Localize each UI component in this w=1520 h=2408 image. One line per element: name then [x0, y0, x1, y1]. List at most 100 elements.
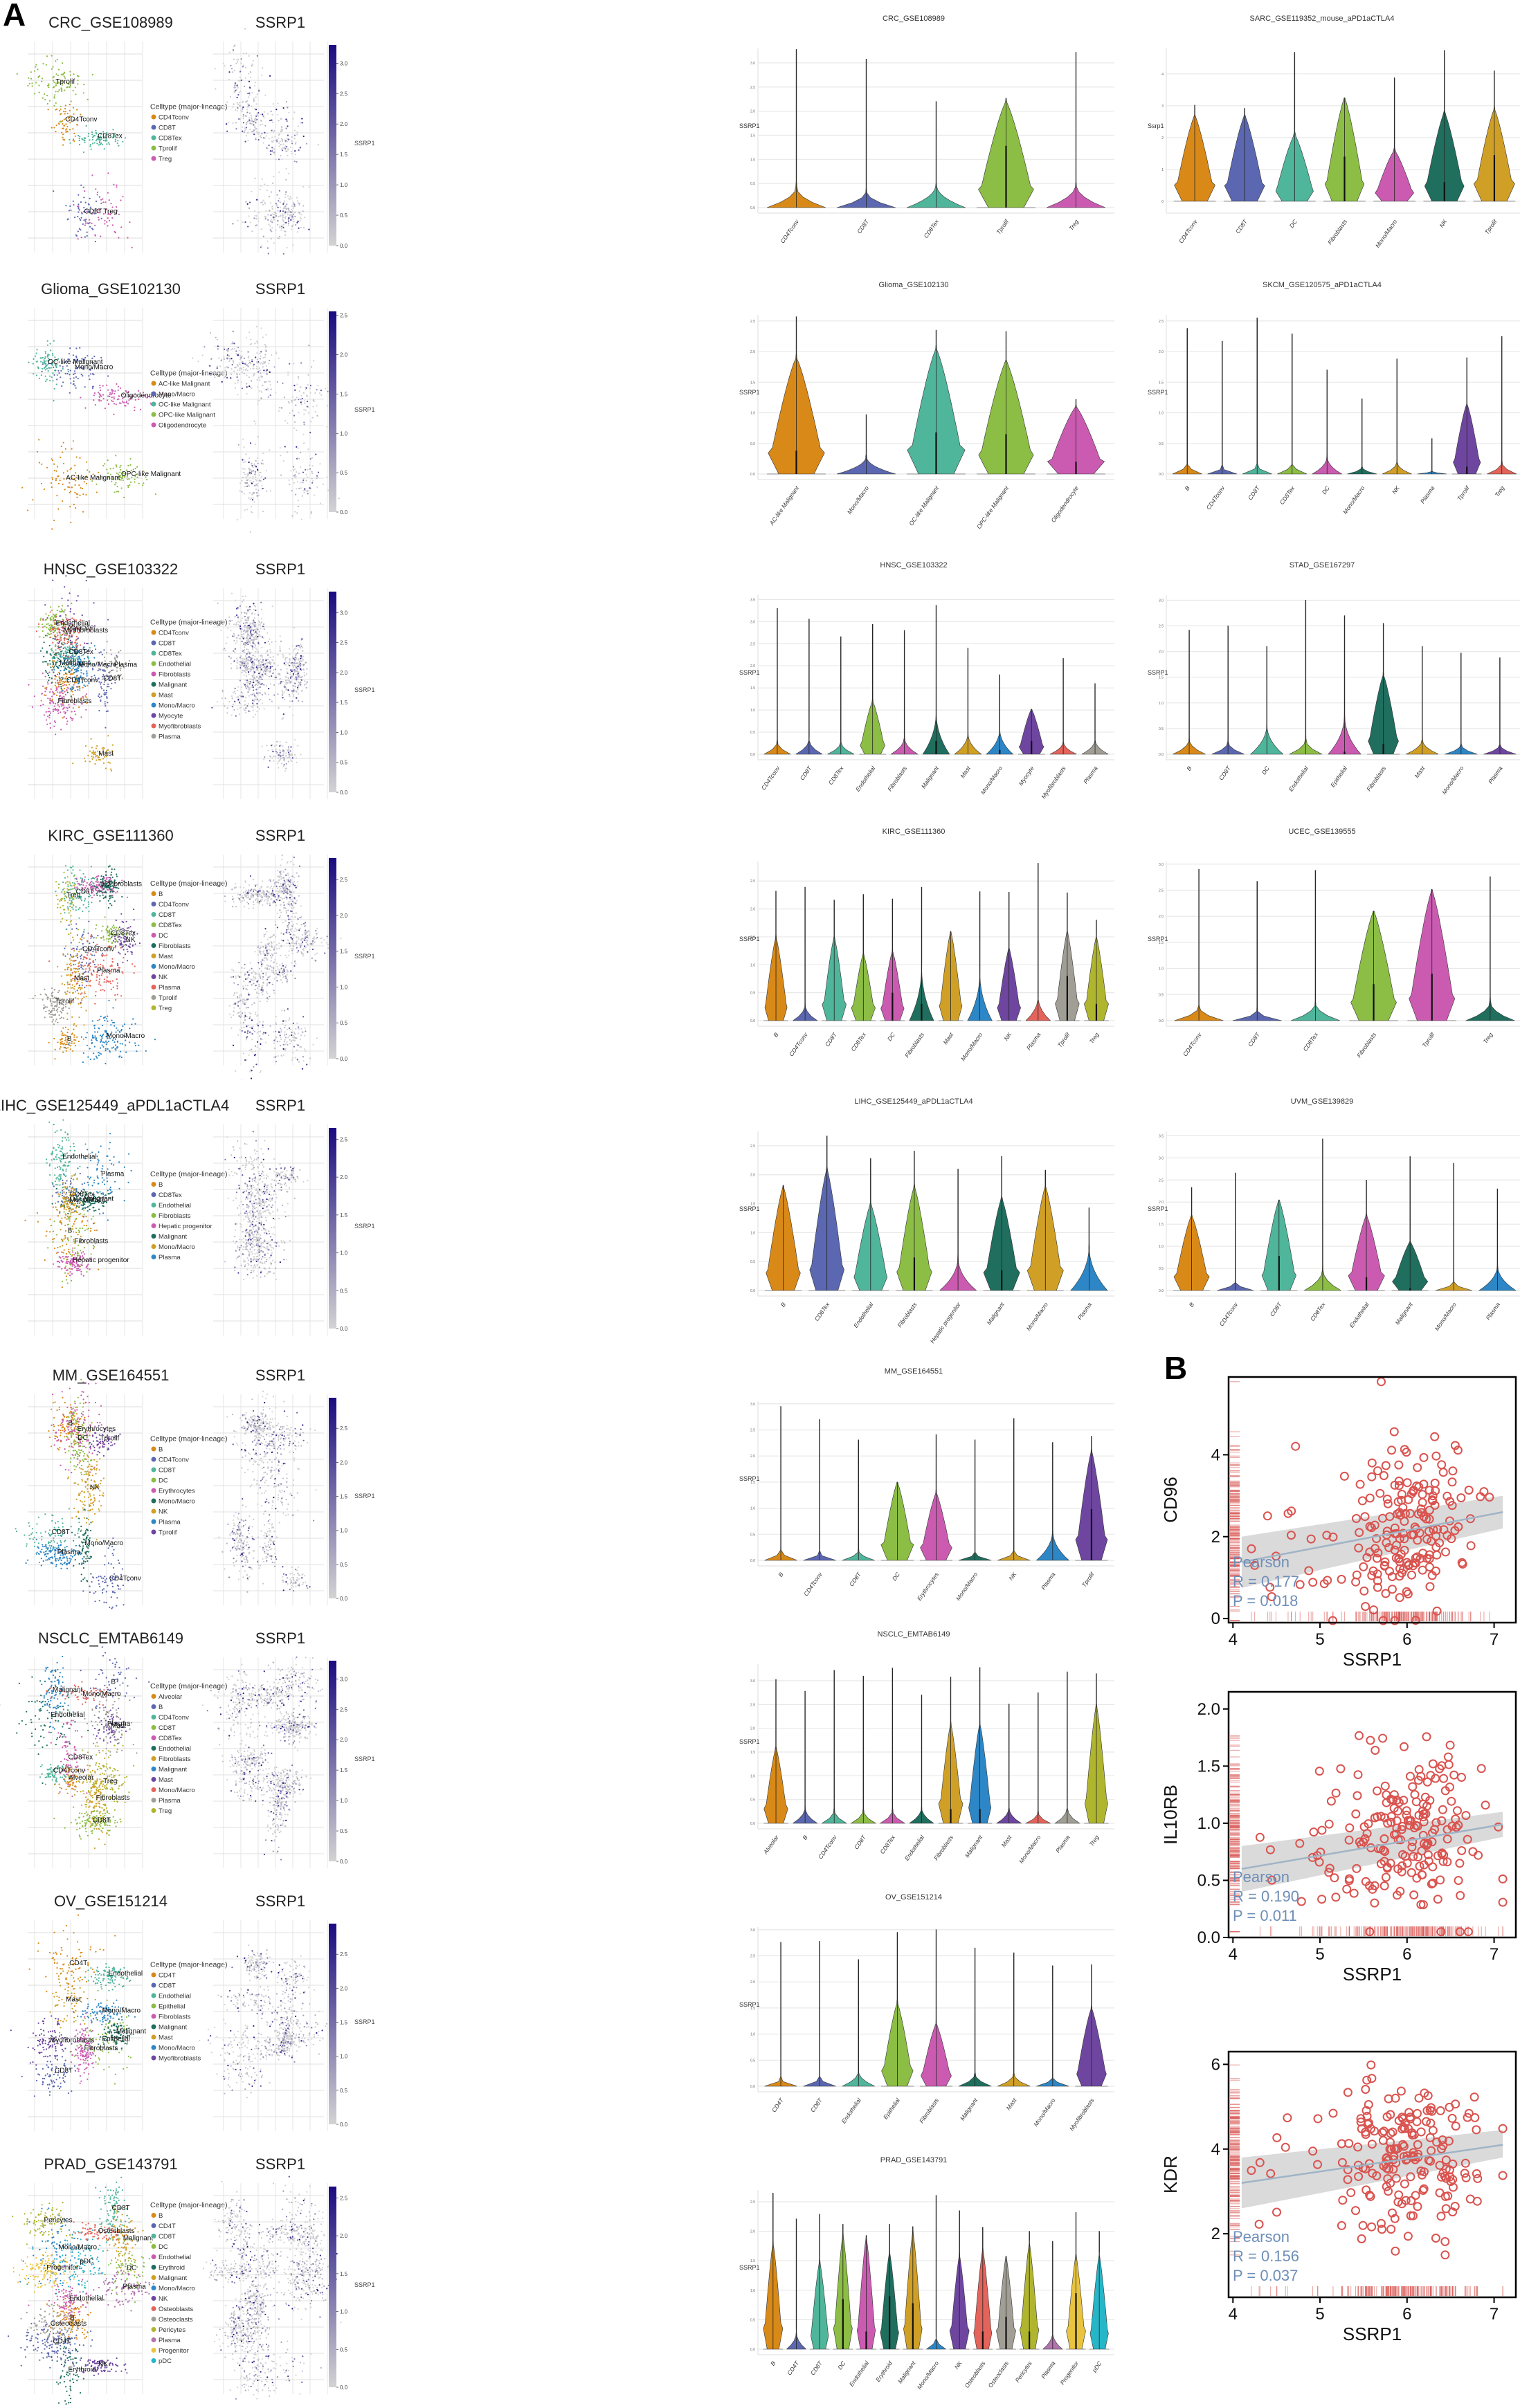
- x-tick-label: DC: [886, 1031, 897, 1042]
- colorbar-tick: 2.5: [340, 640, 348, 646]
- umap-cluster-label: pDC: [80, 2258, 93, 2265]
- umap-title: LIHC_GSE125449_aPDL1aCTLA4: [0, 1097, 229, 1114]
- legend-item: Myofibroblasts: [159, 2055, 201, 2063]
- violin-chart: UCEC_GSE1395550.00.51.01.52.02.53.0SSRP1…: [1142, 813, 1520, 1079]
- y-tick-label: 2.5: [750, 642, 755, 646]
- violin-title: UVM_GSE139829: [1291, 1097, 1354, 1106]
- legend-swatch: [152, 1182, 156, 1187]
- colorbar-label: SSRP1: [354, 406, 375, 413]
- legend-swatch: [152, 1715, 156, 1720]
- colorbar-tick: 0.0: [340, 1326, 348, 1332]
- umap-cluster-label: CD4Tconv: [65, 116, 97, 123]
- y-tick-label: 3: [1161, 104, 1164, 109]
- violin-title: CRC_GSE108989: [883, 15, 945, 23]
- x-axis-label: SSRP1: [1343, 1649, 1402, 1670]
- x-tick-label: Endothelial: [1287, 765, 1310, 793]
- umap-row: KIRC_GSE111360BCD4TconvCD8TCD8TexDCFibro…: [0, 813, 734, 1079]
- umap-cluster: [55, 872, 79, 935]
- y-tick-label: 2.5: [1159, 625, 1164, 629]
- colorbar-tick: 3.0: [340, 60, 348, 66]
- x-tick-label: Endothelial: [840, 2097, 863, 2125]
- feature-plot-title: SSRP1: [255, 280, 305, 298]
- y-tick-label: 1.5: [750, 1751, 755, 1755]
- y-tick-label: 0.5: [1159, 727, 1164, 731]
- y-tick-label: 3.0: [750, 1403, 755, 1407]
- y-tick-label: 2.0: [1159, 350, 1164, 354]
- colorbar: [329, 45, 336, 246]
- y-tick-label: 0.5: [750, 2059, 755, 2063]
- colorbar-tick: 0.0: [340, 243, 348, 249]
- x-tick-label: CD8Tex: [878, 1834, 896, 1855]
- x-tick-label: DC: [1321, 484, 1332, 495]
- y-tick-label: 2.0: [750, 664, 755, 668]
- x-tick-label: CD4Tconv: [817, 1834, 838, 1861]
- legend-title: Celltype (major-lineage): [150, 1961, 227, 1969]
- legend-item: Fibroblasts: [159, 1755, 191, 1763]
- feature-plot-title: SSRP1: [255, 2155, 305, 2173]
- legend-item: Fibroblasts: [159, 2014, 191, 2021]
- umap-cluster-label: CD4Tconv: [53, 1767, 85, 1774]
- umap-cluster-label: Tprolif: [100, 1435, 119, 1443]
- legend-item: Plasma: [159, 733, 181, 741]
- legend-item: Mono/Macro: [159, 963, 195, 971]
- legend-item: Mast: [159, 2034, 173, 2042]
- legend-item: Endothelial: [159, 2254, 191, 2261]
- colorbar-tick: 1.0: [340, 729, 348, 736]
- colorbar-tick: 2.5: [340, 877, 348, 883]
- x-tick-label: Plasma: [1076, 1301, 1094, 1321]
- legend-item: B: [159, 1181, 163, 1189]
- legend-swatch: [152, 724, 156, 729]
- x-tick-label: Mast: [1413, 765, 1427, 779]
- legend-swatch: [152, 651, 156, 656]
- umap-cluster-label: CD4T: [69, 1960, 87, 1967]
- x-tick-label: Mono/Macro: [954, 1571, 979, 1602]
- colorbar-tick: 1.0: [340, 2309, 348, 2315]
- x-tick-label: Treg: [1067, 218, 1080, 232]
- legend-swatch: [152, 1255, 156, 1259]
- x-tick-label: CD8T: [809, 2360, 824, 2377]
- legend-item: pDC: [159, 2357, 172, 2365]
- x-tick-label: Fibroblasts: [932, 1834, 954, 1861]
- y-tick-label: 1.0: [1159, 967, 1164, 972]
- legend-item: Endothelial: [159, 1202, 191, 1210]
- colorbar-tick: 2.5: [340, 1425, 348, 1432]
- umap-cluster-label: Mono/Macro: [107, 1032, 145, 1040]
- violin-chart: OV_GSE1512140.00.51.01.52.02.53.0SSRP1CD…: [734, 1879, 1121, 2145]
- x-tick-label: B: [769, 2360, 777, 2367]
- umap-cluster-label: CD8T: [55, 2068, 73, 2075]
- legend-swatch: [152, 2213, 156, 2218]
- colorbar-tick: 0.5: [340, 2088, 348, 2094]
- colorbar: [329, 2187, 336, 2387]
- x-axis-label: SSRP1: [1343, 2324, 1402, 2344]
- violin-chart: Glioma_GSE1021300.00.51.01.52.02.5SSRP1A…: [734, 266, 1121, 533]
- legend-swatch: [152, 1704, 156, 1709]
- x-tick-label: Endothelial: [848, 2360, 871, 2388]
- colorbar-tick: 0.5: [340, 1828, 348, 1834]
- x-tick-label: CD8T: [824, 1031, 838, 1048]
- x-tick-label: Plasma: [1419, 484, 1436, 504]
- legend-swatch: [152, 1192, 156, 1197]
- y-tick-label: 1.0: [750, 412, 755, 416]
- y-tick-label: 1.5: [1197, 1757, 1220, 1776]
- umap-cluster: [17, 55, 93, 122]
- x-tick-label: Tprolif: [1080, 1570, 1096, 1588]
- umap-row: NSCLC_EMTAB6149AlveolarBCD4TconvCD8TCD8T…: [0, 1616, 734, 1882]
- legend-item: Osteoclasts: [159, 2316, 193, 2324]
- x-tick-label: Plasma: [1082, 765, 1099, 785]
- x-tick-label: CD4T: [786, 2360, 800, 2377]
- legend-item: CD4Tconv: [159, 114, 189, 122]
- x-tick-label: Endothelial: [903, 1834, 926, 1862]
- x-tick-label: Mast: [1000, 1834, 1013, 1848]
- colorbar: [329, 858, 336, 1059]
- legend-swatch: [152, 2254, 156, 2259]
- umap-cluster-label: AC-like Malignant: [66, 474, 120, 482]
- y-tick-label: 2.5: [1159, 1178, 1164, 1183]
- y-tick-label: 0.0: [1197, 1928, 1220, 1947]
- legend-item: Oligodendrocyte: [159, 422, 206, 430]
- colorbar-tick: 2.0: [340, 670, 348, 676]
- colorbar-label: SSRP1: [354, 686, 375, 693]
- colorbar-tick: 2.5: [340, 1951, 348, 1958]
- legend-item: CD4T: [159, 1972, 176, 1980]
- legend-swatch: [152, 641, 156, 646]
